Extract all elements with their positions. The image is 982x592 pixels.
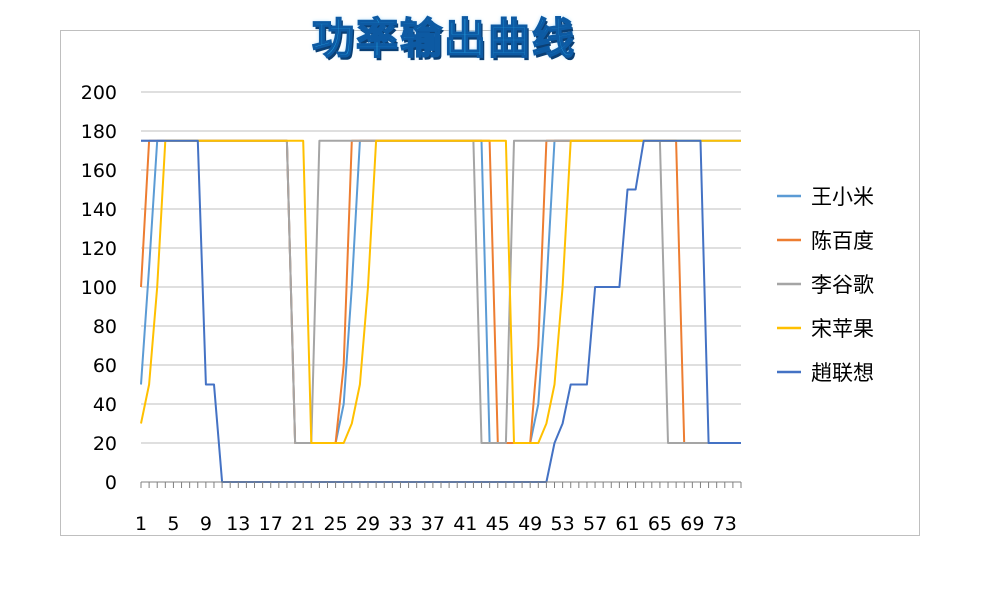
x-tick-label: 17 bbox=[259, 513, 283, 535]
legend-label: 王小米 bbox=[811, 185, 874, 209]
x-tick-label: 57 bbox=[583, 513, 607, 535]
y-tick-label: 40 bbox=[93, 394, 117, 416]
legend-label: 陈百度 bbox=[811, 229, 874, 253]
x-tick-label: 45 bbox=[486, 513, 510, 535]
series-line-5 bbox=[141, 139, 741, 483]
y-tick-label: 120 bbox=[81, 238, 117, 260]
axis-layer: 0 20 40 60 80 100 120 140 160 180 200 1 5 9 13 17 21 25 29… bbox=[81, 82, 742, 535]
legend-label: 李谷歌 bbox=[811, 273, 874, 297]
x-tick-label: 9 bbox=[200, 513, 212, 535]
y-tick-label: 180 bbox=[81, 121, 117, 143]
grid-layer bbox=[141, 91, 741, 444]
series-line-2 bbox=[140, 139, 741, 444]
y-tick-label: 160 bbox=[81, 160, 117, 182]
x-tick-label: 33 bbox=[388, 513, 412, 535]
y-tick-label: 140 bbox=[81, 199, 117, 221]
x-tick-label: 21 bbox=[291, 513, 315, 535]
series-line-4 bbox=[140, 139, 741, 444]
series-layer bbox=[140, 139, 741, 483]
y-tick-label: 20 bbox=[93, 433, 117, 455]
x-tick-label: 29 bbox=[356, 513, 380, 535]
y-tick-label: 80 bbox=[93, 316, 117, 338]
x-tick-label: 69 bbox=[680, 513, 704, 535]
legend-label: 趙联想 bbox=[811, 361, 874, 385]
x-tick-label: 1 bbox=[135, 513, 147, 535]
x-tick-label: 61 bbox=[615, 513, 639, 535]
y-tick-label: 200 bbox=[81, 82, 117, 104]
x-tick-label: 49 bbox=[518, 513, 542, 535]
y-tick-label: 0 bbox=[105, 472, 117, 494]
x-tick-label: 65 bbox=[648, 513, 672, 535]
x-tick-label: 37 bbox=[421, 513, 445, 535]
x-tick-label: 13 bbox=[226, 513, 250, 535]
series-line-1 bbox=[140, 139, 741, 444]
x-tick-label: 5 bbox=[167, 513, 179, 535]
x-tick-label: 53 bbox=[551, 513, 575, 535]
y-tick-label: 100 bbox=[81, 277, 117, 299]
y-tick-label: 60 bbox=[93, 355, 117, 377]
series-line-3 bbox=[141, 139, 741, 444]
chart-title: 功率输出曲线 bbox=[311, 13, 576, 64]
x-tick-label: 41 bbox=[453, 513, 477, 535]
legend-label: 宋苹果 bbox=[811, 317, 874, 341]
x-tick-label: 25 bbox=[324, 513, 348, 535]
x-tick-label: 73 bbox=[713, 513, 737, 535]
